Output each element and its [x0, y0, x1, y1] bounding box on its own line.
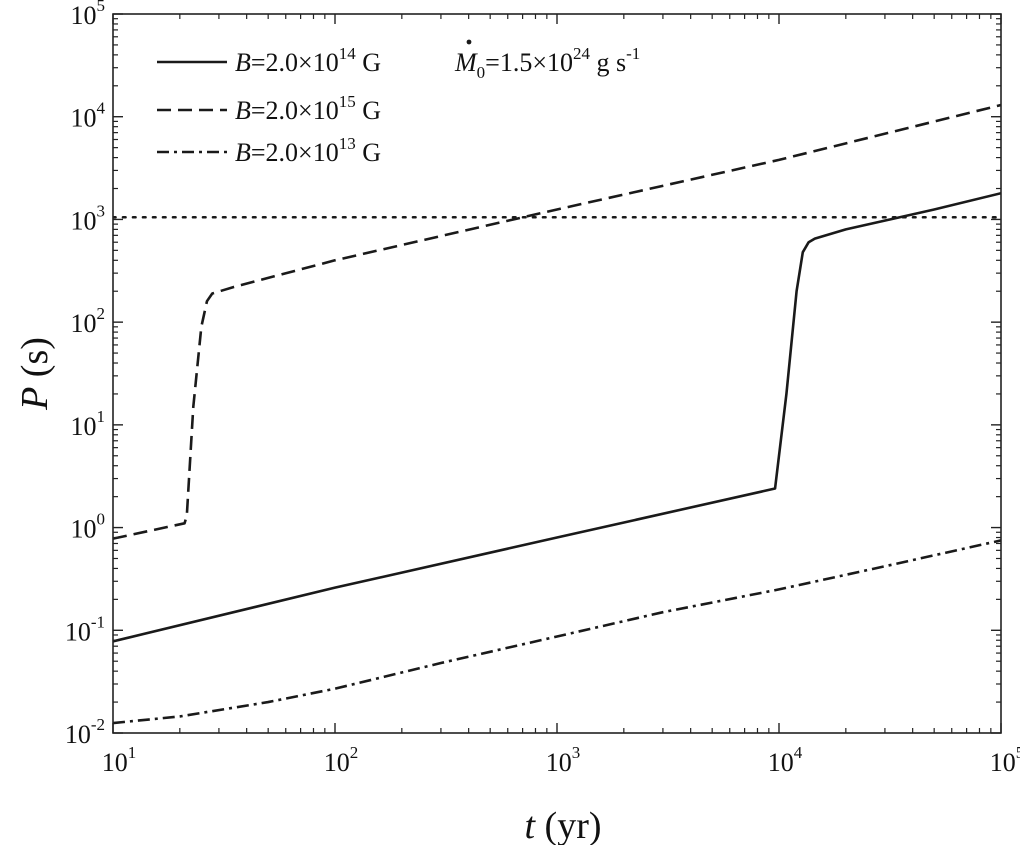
x-tick-label: 103 — [546, 743, 581, 777]
legend-label: B=2.0×1013 G — [235, 134, 381, 167]
y-tick-label: 101 — [71, 407, 106, 441]
x-axis-title: t (yr) — [524, 805, 601, 845]
series-line-solid — [113, 191, 1001, 643]
svg-text:M0=1.5×1024 g s-1: M0=1.5×1024 g s-1 — [454, 44, 640, 82]
x-tick-label: 105 — [990, 743, 1020, 777]
x-tick-label: 101 — [102, 743, 137, 777]
series-line-dashed — [113, 103, 1001, 540]
legend-label: B=2.0×1015 G — [235, 92, 381, 125]
ticks-layer — [112, 13, 1002, 734]
y-axis-title: P (s) — [14, 337, 56, 411]
x-tick-label: 102 — [324, 743, 359, 777]
series-line-dashdot — [113, 539, 1001, 725]
legend: B=2.0×1014 G B=2.0×1015 G B=2.0×1013 G M0=1… — [157, 39, 640, 167]
y-tick-label: 104 — [71, 99, 106, 133]
legend-label: B=2.0×1014 G — [235, 44, 381, 77]
y-tick-label: 10-1 — [65, 612, 105, 646]
series-layer — [113, 103, 1001, 725]
annotation-accretion-rate: M0=1.5×1024 g s-1 — [454, 39, 640, 82]
y-tick-label: 102 — [71, 304, 106, 338]
y-tick-label: 10-2 — [65, 715, 105, 749]
labels-layer: 101 102 103 104 105 10-2 10-1 100 101 102 103 104 10… — [14, 0, 1020, 845]
y-tick-label: 103 — [71, 201, 106, 235]
y-tick-label: 100 — [71, 510, 106, 544]
dot-accent — [466, 39, 472, 45]
y-tick-label: 105 — [71, 0, 106, 30]
x-tick-label: 104 — [768, 743, 803, 777]
